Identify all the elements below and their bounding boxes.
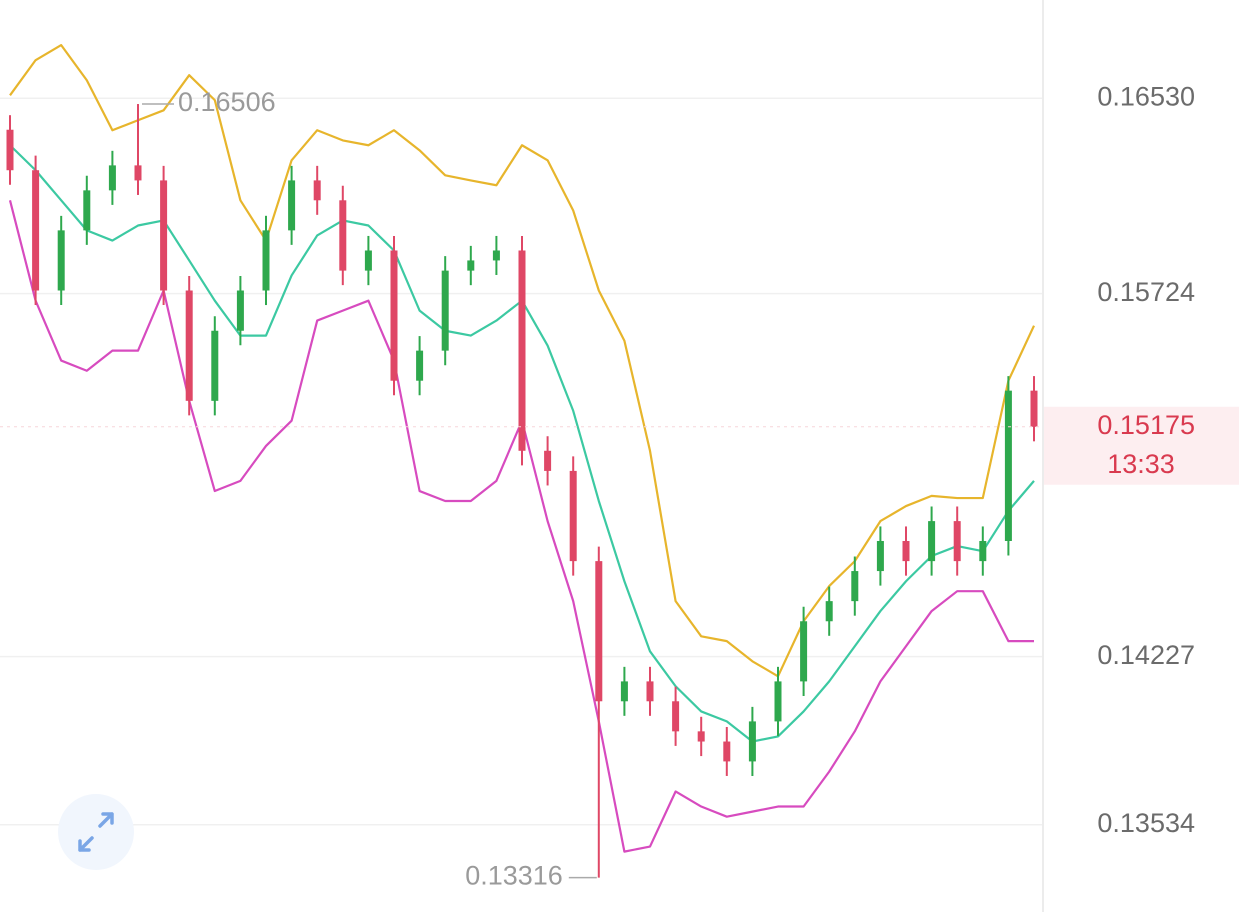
candle-body	[1030, 390, 1038, 427]
min-label: 0.13316	[465, 861, 563, 891]
candle-body	[620, 681, 628, 702]
candle-body	[646, 681, 654, 702]
candle-body	[492, 250, 500, 261]
band-line	[9, 44, 1035, 678]
candle-body	[595, 561, 603, 702]
countdown-box	[1044, 444, 1239, 485]
candle-body	[211, 330, 219, 401]
candle-body	[441, 270, 449, 351]
candle-body	[313, 180, 321, 201]
expand-button-bg[interactable]	[58, 794, 134, 870]
candle-body	[83, 190, 91, 231]
max-label: 0.16506	[178, 87, 276, 117]
candle-body	[416, 350, 424, 381]
candle-body	[57, 230, 65, 291]
candle-body	[876, 540, 884, 572]
candle-body	[390, 250, 398, 381]
candle-body	[6, 129, 14, 171]
candle-body	[851, 571, 859, 602]
price-box	[1044, 406, 1239, 447]
candle-body	[288, 180, 296, 231]
y-tick-label: 0.16530	[1097, 81, 1195, 111]
candle-body	[569, 470, 577, 562]
candle-body	[364, 250, 372, 271]
candle-body	[262, 230, 270, 291]
candle-body	[697, 731, 705, 742]
candle-body	[723, 741, 731, 762]
candle-body	[1004, 390, 1012, 541]
candle-body	[467, 260, 475, 271]
candle-body	[160, 180, 168, 291]
candle-body	[672, 701, 680, 732]
current-price: 0.15175	[1097, 410, 1195, 440]
expand-button[interactable]	[58, 794, 134, 870]
candle-body	[134, 165, 142, 181]
candle-body	[339, 200, 347, 271]
countdown: 13:33	[1107, 449, 1175, 479]
candle-body	[32, 170, 40, 291]
candle-body	[185, 290, 193, 401]
candle-body	[108, 165, 116, 191]
expand-icon[interactable]	[78, 812, 114, 852]
candle-body	[953, 521, 961, 562]
y-tick-label: 0.15724	[1097, 277, 1195, 307]
candle-body	[928, 521, 936, 562]
candle-body	[902, 540, 910, 562]
candle-body	[979, 540, 987, 562]
candle-body	[825, 601, 833, 622]
candle-body	[800, 621, 808, 682]
candle-body	[544, 450, 552, 471]
candle-body	[774, 681, 782, 722]
candle-body	[236, 290, 244, 331]
y-tick-label: 0.14227	[1097, 640, 1195, 670]
y-tick-label: 0.13534	[1097, 808, 1195, 838]
candle-body	[748, 721, 756, 762]
candle-body	[518, 250, 526, 451]
